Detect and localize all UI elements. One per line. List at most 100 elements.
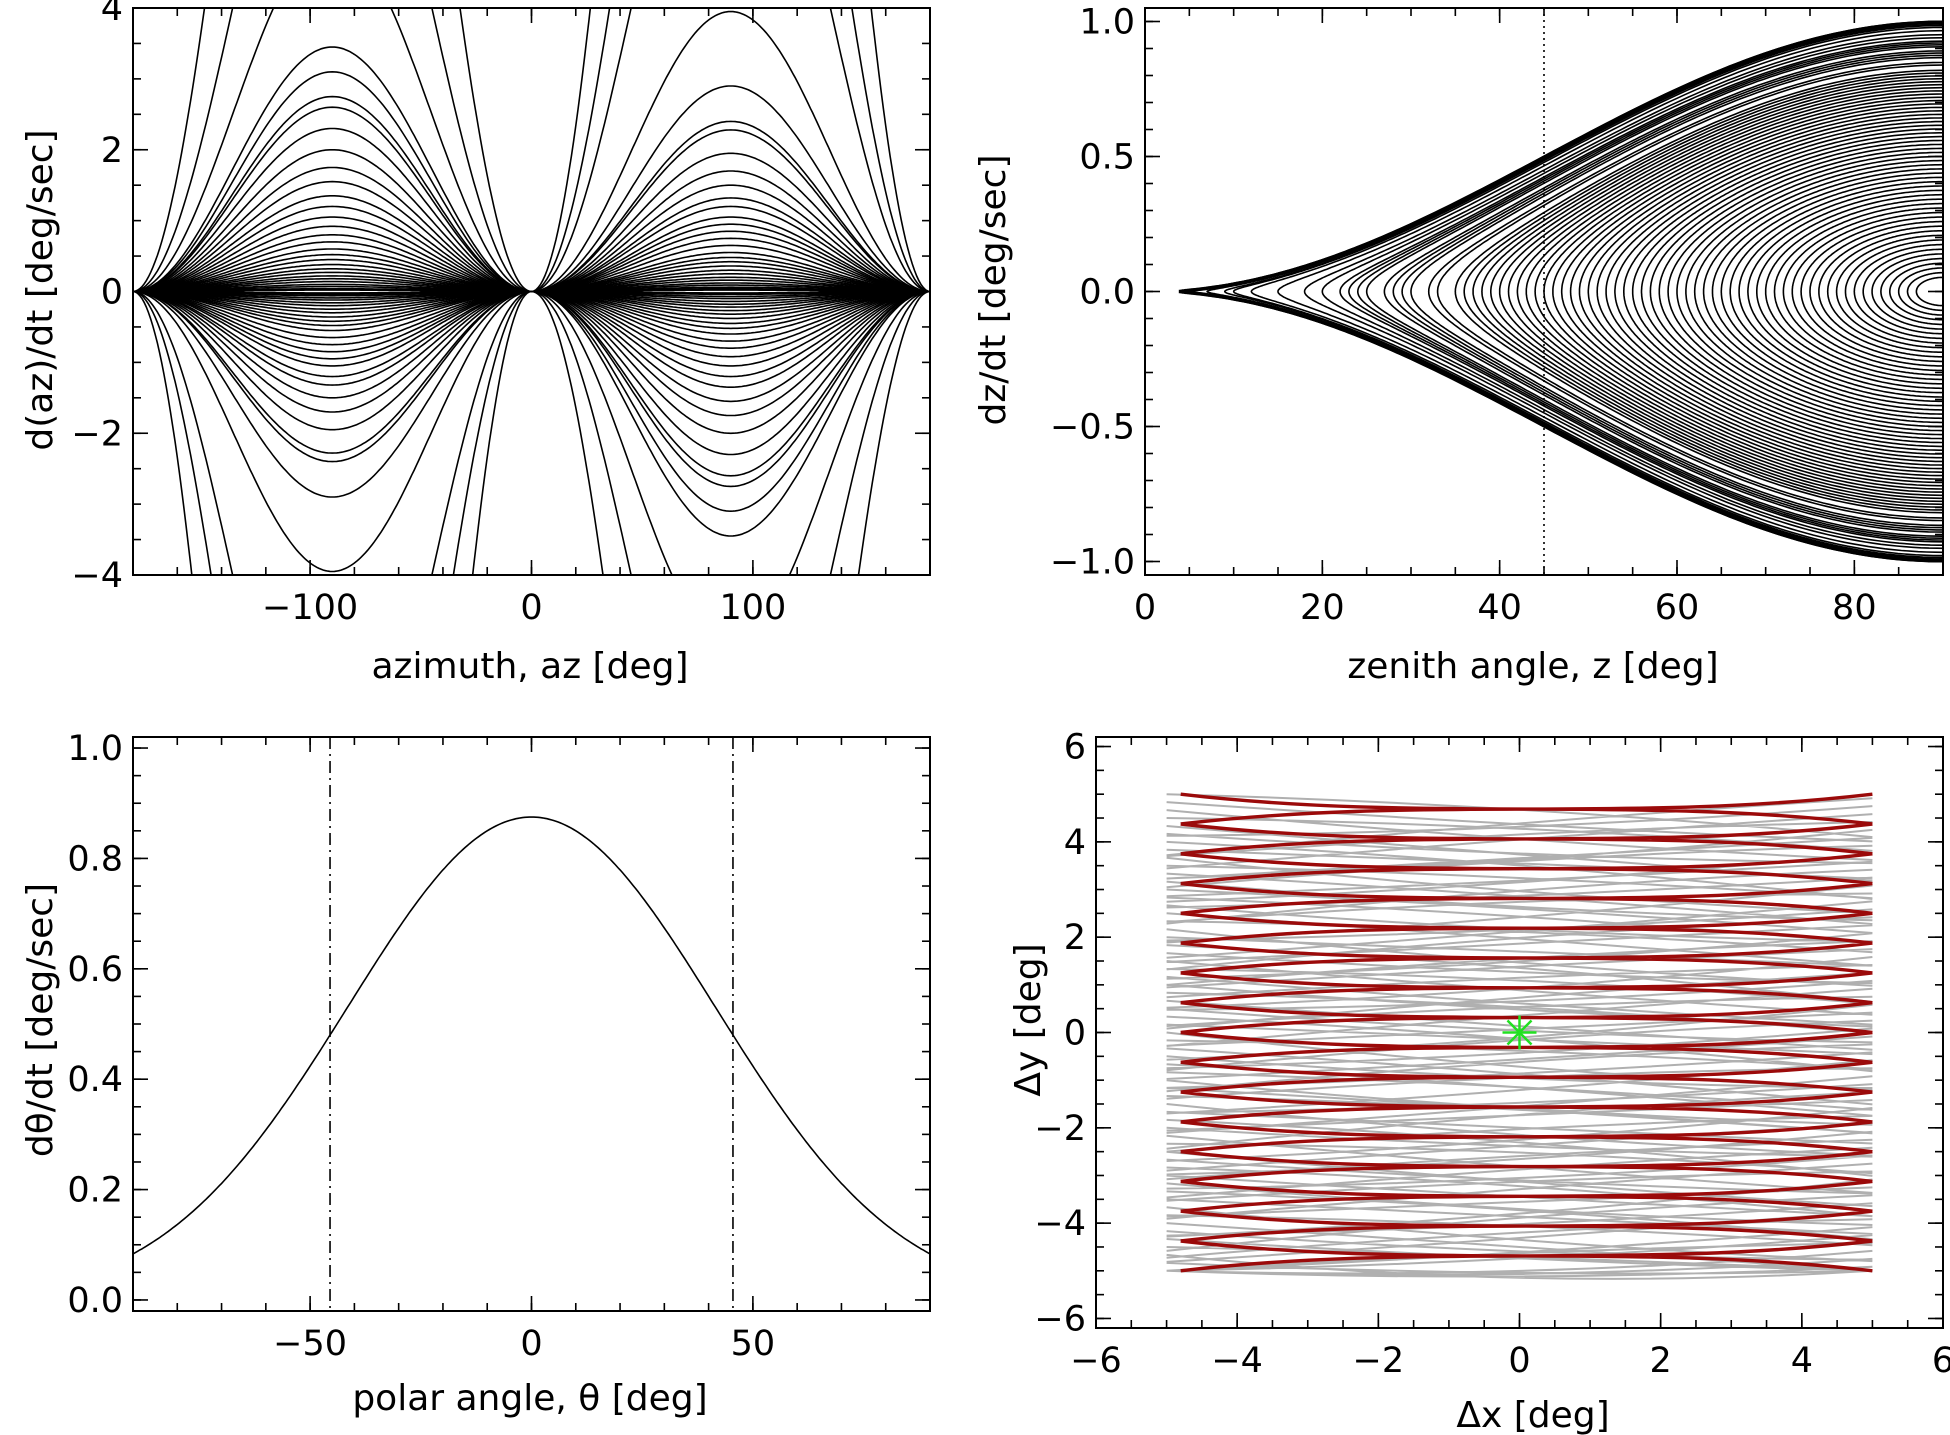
zenith-rate-loop [1871, 253, 1943, 330]
zenith-rate-loop [1490, 80, 1943, 503]
zenith-rate-loop [1738, 185, 1943, 398]
scan-x-tick-label: 4 [1791, 1341, 1813, 1381]
zenith-loops [1178, 20, 1943, 563]
zenith-rate-loop [1454, 69, 1943, 514]
zenith-rate-loop [1747, 189, 1943, 394]
zenith-y-tick-label: −0.5 [1050, 408, 1135, 448]
zenith-rate-loop [1250, 26, 1943, 557]
polar-frame [132, 736, 931, 1312]
polar-y-tick-label: 1.0 [67, 729, 123, 769]
zenith-rate-loop [1534, 96, 1943, 487]
zenith-rate-loop [1862, 248, 1943, 335]
zenith-rate-loop [1498, 83, 1943, 500]
scan-y-tick-label: −4 [1034, 1204, 1086, 1244]
zenith-rate-loop [1685, 159, 1943, 424]
zenith-rate-loop [1897, 267, 1943, 316]
scan-x-label: Δx [deg] [1456, 1395, 1609, 1435]
azimuth-x-tick-label: −100 [262, 588, 358, 628]
scan-y-tick-label: 6 [1064, 728, 1086, 768]
zenith-rate-loop [1525, 93, 1943, 490]
zenith-y-tick-label: 0.0 [1079, 273, 1135, 313]
scan-y-label: Δy [deg] [1008, 943, 1049, 1096]
zenith-rate-loop [1889, 262, 1943, 321]
zenith-rate-loop [1232, 24, 1943, 559]
zenith-rate-loop [1569, 109, 1943, 474]
zenith-rate-loop [1605, 124, 1943, 459]
zenith-rate-loop [1667, 151, 1943, 432]
polar-y-tick-label: 0.6 [67, 950, 123, 990]
azimuth-rate-panel: −100 0 100 −4 −2 0 2 4 azimuth, az [deg] d(az)/… [20, 0, 931, 687]
zenith-rate-loop [1578, 113, 1943, 470]
zenith-rate-loop [1614, 128, 1943, 455]
zenith-rate-loop [1277, 29, 1943, 554]
zenith-rate-loop [1915, 276, 1943, 307]
zenith-rate-loop [1507, 86, 1943, 497]
polar-y-label: dθ/dt [deg/sec] [20, 883, 61, 1157]
zenith-rate-loop [1321, 37, 1943, 546]
zenith-rate-loop [1516, 90, 1943, 493]
zenith-y-tick-label: −1.0 [1050, 543, 1135, 583]
polar-x-tick-label: 0 [520, 1324, 542, 1364]
zenith-rate-loop [1702, 168, 1943, 415]
azimuth-axes: −100 0 100 −4 −2 0 2 4 [71, 0, 931, 628]
scan-y-tick-label: 4 [1064, 823, 1086, 863]
polar-rate-panel: −50 0 50 0.0 0.2 0.4 0.6 0.8 1.0 polar angle, θ … [20, 729, 931, 1419]
zenith-rate-loop [1906, 271, 1943, 312]
zenith-rate-loop [1800, 216, 1943, 367]
azimuth-y-tick-label: −2 [71, 414, 123, 454]
azimuth-x-tick-label: 100 [719, 588, 786, 628]
zenith-rate-loop [1809, 220, 1943, 363]
scan-y-tick-label: −6 [1034, 1299, 1086, 1339]
zenith-axes: 0 20 40 60 80 −1.0 −0.5 0.0 0.5 1.0 [1050, 3, 1944, 628]
zenith-y-tick-label: 0.5 [1079, 138, 1135, 178]
zenith-rate-loop [1773, 202, 1943, 381]
zenith-rate-panel: 0 20 40 60 80 −1.0 −0.5 0.0 0.5 1.0 zenith angle,… [973, 3, 1944, 687]
scan-x-tick-label: −2 [1353, 1341, 1405, 1381]
zenith-rate-loop [1560, 106, 1943, 477]
zenith-rate-loop [1339, 40, 1943, 543]
zenith-rate-loop [1853, 243, 1943, 340]
zenith-x-tick-label: 80 [1832, 588, 1877, 628]
polar-y-tick-label: 0.0 [67, 1281, 123, 1321]
scan-x-tick-label: 6 [1932, 1341, 1950, 1381]
zenith-rate-loop [1720, 176, 1943, 407]
zenith-rate-loop [1791, 211, 1943, 372]
zenith-y-tick-label: 1.0 [1079, 3, 1135, 43]
scan-y-tick-label: 2 [1064, 918, 1086, 958]
scan-curves [1166, 792, 1873, 1280]
center-asterisk-marker [1502, 1015, 1537, 1050]
azimuth-curves [133, 8, 930, 575]
zenith-x-label: zenith angle, z [deg] [1347, 646, 1718, 687]
scan-x-tick-label: 0 [1508, 1341, 1530, 1381]
zenith-rate-loop [1844, 239, 1943, 344]
polar-axes: −50 0 50 0.0 0.2 0.4 0.6 0.8 1.0 [67, 729, 931, 1364]
polar-x-tick-label: 50 [731, 1324, 776, 1364]
zenith-x-tick-label: 40 [1477, 588, 1522, 628]
zenith-rate-loop [1392, 52, 1943, 531]
zenith-rate-loop [1649, 143, 1943, 440]
azimuth-y-tick-label: −4 [71, 556, 123, 596]
zenith-rate-loop [1303, 33, 1943, 550]
zenith-rate-loop [1436, 64, 1943, 519]
polar-y-tick-label: 0.2 [67, 1171, 123, 1211]
polar-x-label: polar angle, θ [deg] [352, 1378, 707, 1419]
zenith-rate-loop [1357, 43, 1943, 540]
scan-x-tick-label: 2 [1650, 1341, 1672, 1381]
zenith-rate-loop [1427, 61, 1943, 522]
zenith-rate-loop [1880, 257, 1943, 326]
scan-x-tick-label: −6 [1070, 1341, 1122, 1381]
zenith-rate-loop [1463, 72, 1943, 511]
azimuth-x-tick-label: 0 [520, 588, 542, 628]
zenith-rate-loop [1348, 42, 1943, 541]
zenith-rate-loop [1658, 147, 1943, 436]
zenith-rate-loop [1410, 56, 1943, 527]
zenith-rate-loop [1826, 230, 1943, 353]
azimuth-rate-curve [133, 8, 930, 575]
zenith-rate-loop [1180, 20, 1943, 563]
zenith-x-tick-label: 20 [1300, 588, 1345, 628]
zenith-rate-loop [1782, 207, 1943, 376]
zenith-rate-loop [1631, 135, 1943, 448]
azimuth-y-label: d(az)/dt [deg/sec] [20, 129, 61, 450]
zenith-rate-loop [1640, 139, 1943, 444]
zenith-rate-loop [1756, 193, 1943, 390]
